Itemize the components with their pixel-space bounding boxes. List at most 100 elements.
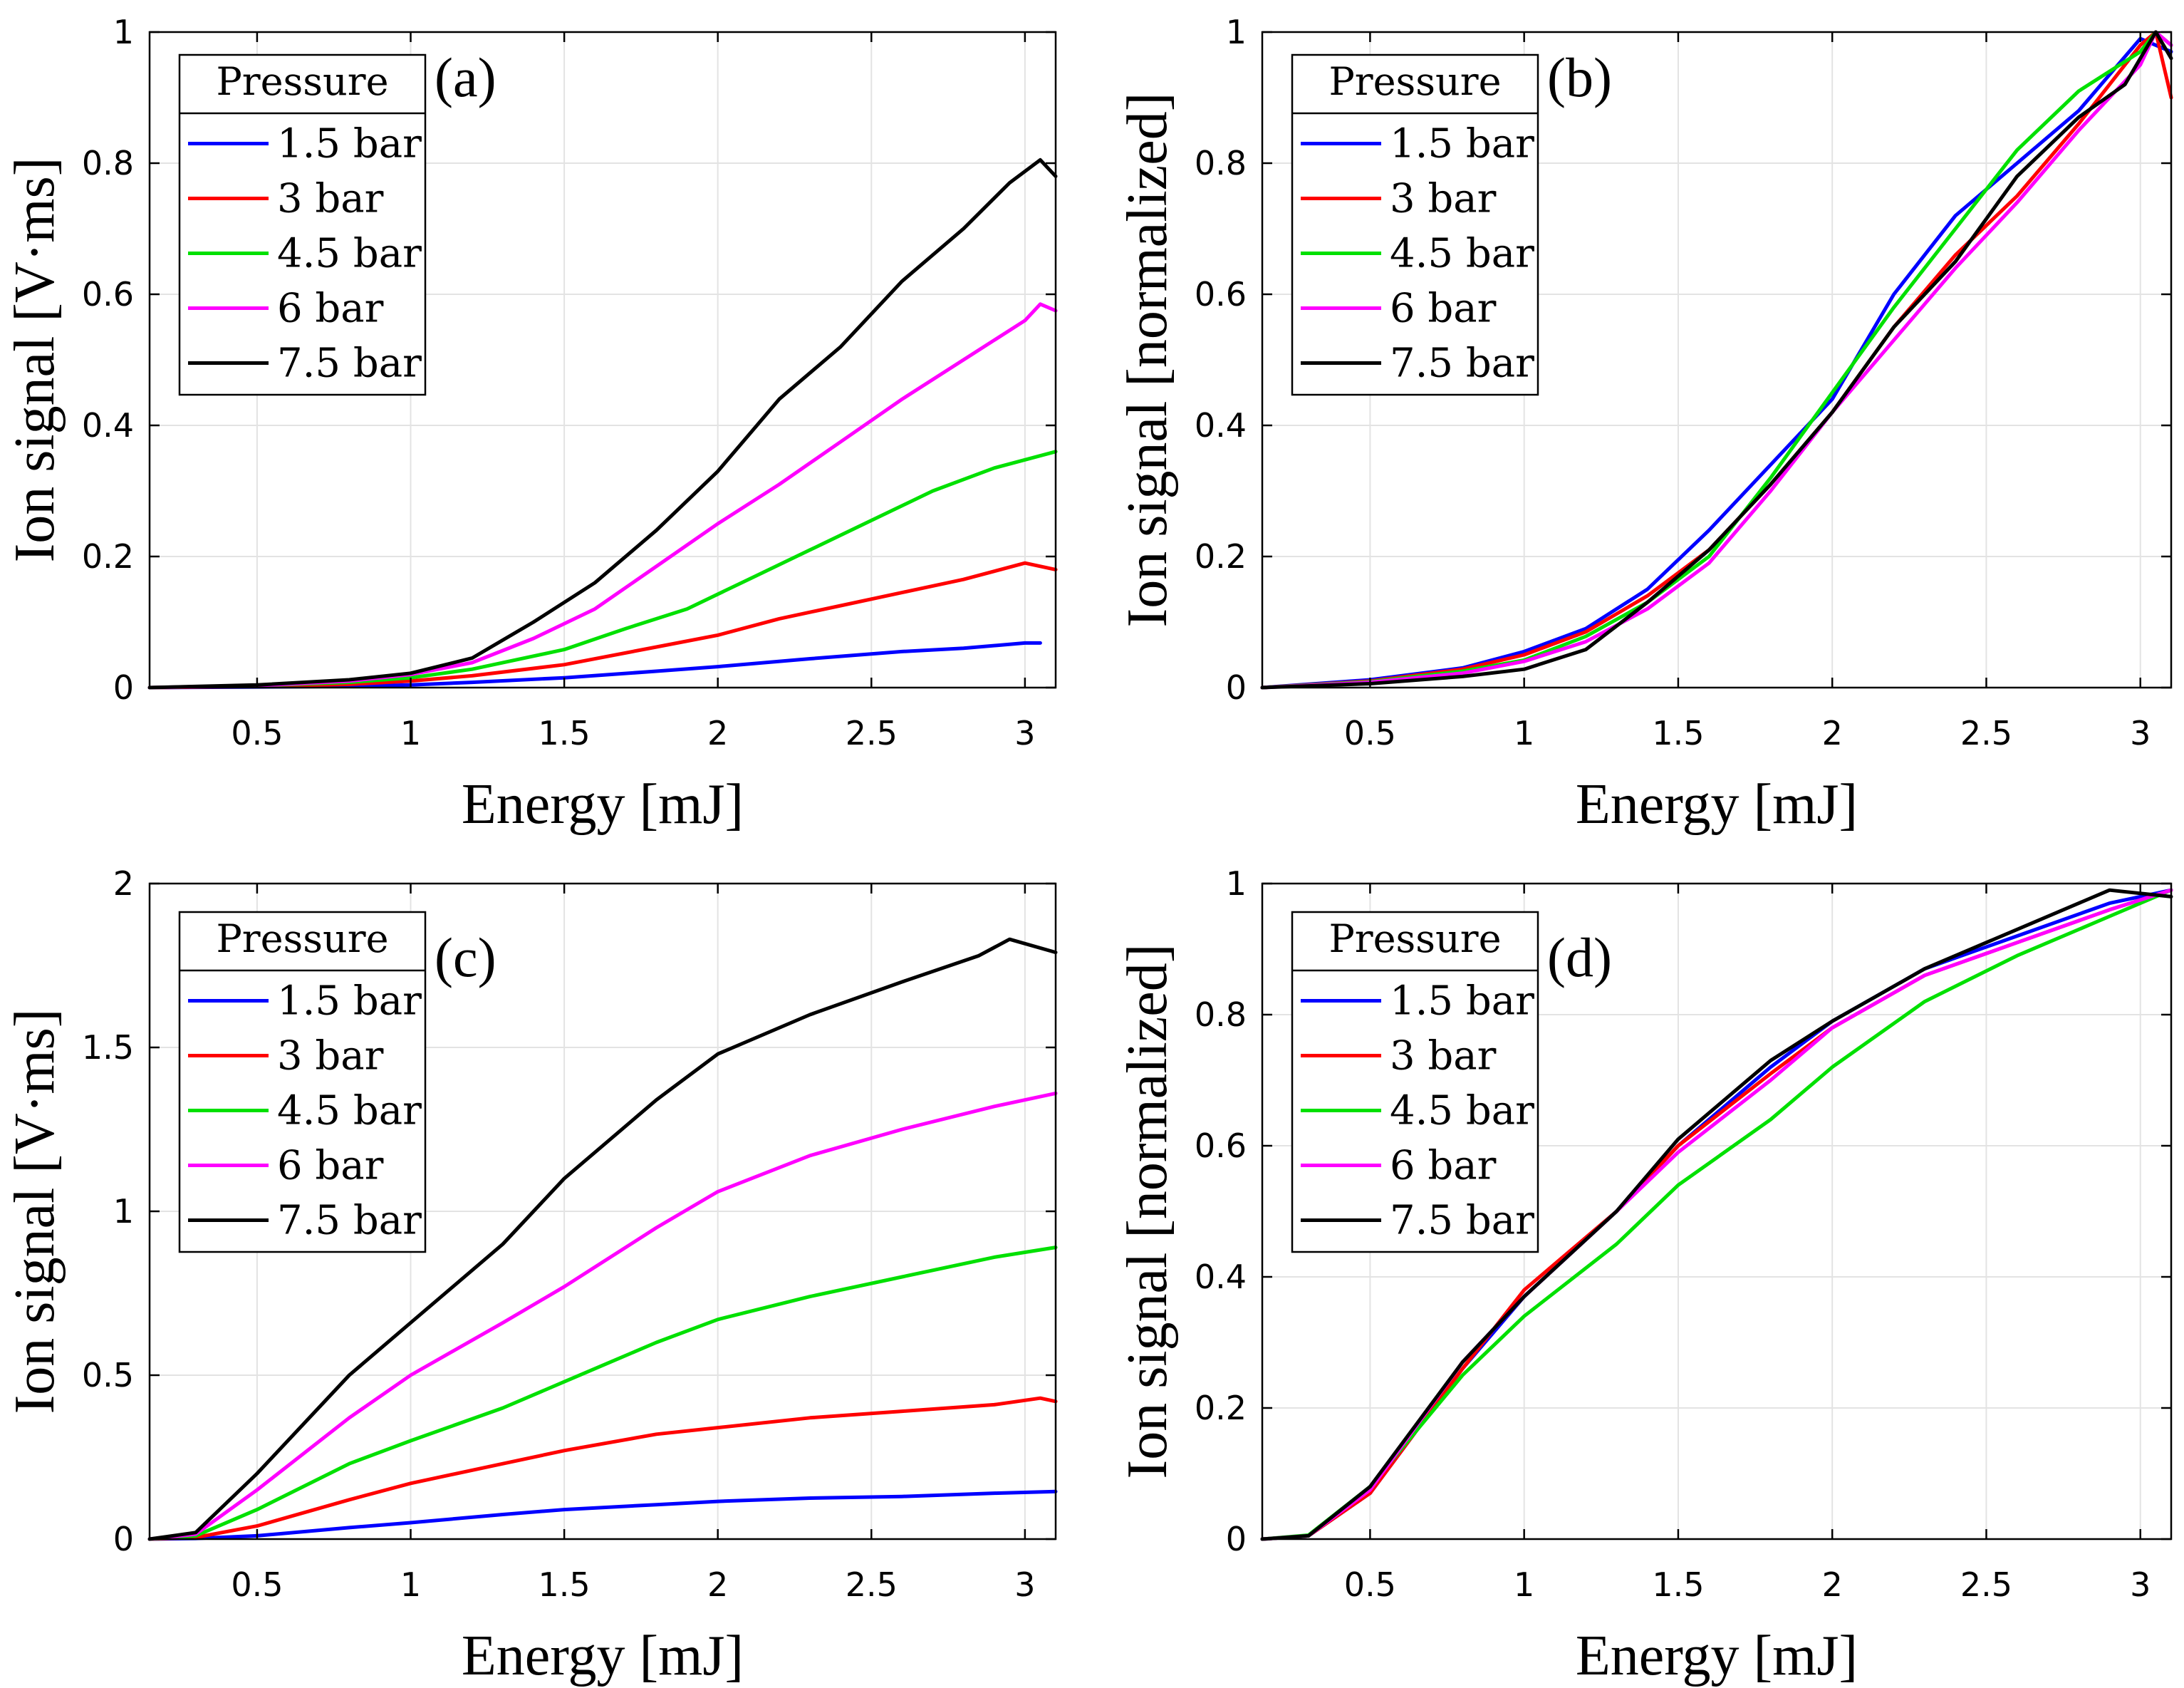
legend-entry: 6 bar [1390,286,1497,332]
y-tick-label: 1 [113,13,134,51]
y-tick-label: 0.2 [82,537,134,576]
legend-entry: 1.5 bar [1390,121,1534,167]
x-tick-label: 2.5 [1960,714,2012,752]
x-tick-label: 2.5 [846,714,898,752]
legend: Pressure 1.5 bar 3 bar 4.5 bar 6 bar 7.5 bar [1291,911,1539,1253]
axes-box [1261,31,2173,689]
y-tick-label: 0.8 [82,144,134,182]
y-tick-label: 1 [1226,13,1247,51]
x-tick-label: 3 [1014,1565,1035,1604]
axes-box [1261,882,2173,1541]
x-tick-label: 1 [400,1565,421,1604]
y-tick-label: 0.2 [1195,537,1247,576]
legend-box [1291,53,1539,396]
y-tick-label: 0 [113,1520,134,1558]
y-axis-title: Ion signal [normalized] [1116,93,1179,628]
legend: Pressure 1.5 bar 3 bar 4.5 bar 6 bar 7.5 bar [1291,53,1539,396]
legend-entry: 6 bar [277,286,384,332]
legend: Pressure 1.5 bar 3 bar 4.5 bar 6 bar 7.5 bar [178,911,427,1253]
y-tick-label: 0 [1226,668,1247,707]
series-line-6-bar [1260,888,2173,1541]
series-line-7-5-bar [147,157,1058,690]
x-tick-label: 3 [2130,1565,2151,1604]
y-tick-label: 1.5 [82,1028,134,1067]
y-tick-label: 0 [1226,1520,1247,1558]
panel-d: 0.5 1 1.5 2 2.5 3 0 0.2 0.4 0.6 0.8 1 Energy [mJ] Ion… [1116,864,2173,1687]
y-axis-title: Ion signal [V·ms] [4,157,66,563]
x-tick-label: 2 [707,714,728,752]
series-line-3-bar [147,561,1058,690]
panel-label: (b) [1547,46,1612,108]
x-axis-title: Energy [mJ] [462,773,744,836]
legend-entry: 6 bar [277,1143,384,1189]
y-axis-title: Ion signal [V·ms] [4,1009,66,1414]
x-tick-label: 0.5 [1344,714,1396,752]
panel-label: (d) [1547,926,1612,988]
legend-entry: 3 bar [277,176,384,222]
legend-title: Pressure [216,59,388,104]
x-tick-label: 2.5 [846,1565,898,1604]
y-tick-label: 1 [113,1192,134,1231]
y-tick-label: 0.6 [1195,275,1247,314]
legend-entry: 4.5 bar [277,231,422,277]
legend: Pressure 1.5 bar 3 bar 4.5 bar 6 bar 7.5 bar [178,53,427,396]
y-tick-label: 0.6 [1195,1127,1247,1165]
series-line-4-5-bar [147,1246,1058,1541]
y-tick-label: 0.4 [1195,406,1247,445]
panel-label: (a) [435,46,496,108]
x-axis-title: Energy [mJ] [462,1625,744,1687]
panel-label: (c) [435,926,496,988]
legend-box [1291,911,1539,1253]
legend-entry: 6 bar [1390,1143,1497,1189]
legend-entry: 1.5 bar [277,978,422,1025]
legend-entry: 3 bar [277,1033,384,1079]
y-tick-label: 0.6 [82,275,134,314]
x-axis-title: Energy [mJ] [1576,773,1858,836]
series-line-1-5-bar [1260,36,2173,690]
panel-b: 0.5 1 1.5 2 2.5 3 0 0.2 0.4 0.6 0.8 1 Energy [mJ] Ion… [1116,13,2173,836]
y-tick-label: 0.8 [1195,144,1247,182]
y-tick-label: 1 [1226,864,1247,903]
y-tick-label: 0.4 [1195,1258,1247,1296]
legend-entry: 7.5 bar [1390,341,1534,387]
x-tick-label: 0.5 [231,714,283,752]
y-tick-label: 0.5 [82,1356,134,1394]
y-tick-label: 2 [113,864,134,903]
legend-box [178,911,427,1253]
x-tick-label: 0.5 [231,1565,283,1604]
y-tick-label: 0 [113,668,134,707]
legend-entry: 7.5 bar [277,341,422,387]
x-tick-label: 1.5 [1652,1565,1704,1604]
series-line-7-5-bar [1260,888,2173,1541]
x-tick-label: 1.5 [539,1565,591,1604]
x-tick-label: 0.5 [1344,1565,1396,1604]
legend-entry: 1.5 bar [1390,978,1534,1025]
series-line-3-bar [147,1396,1058,1541]
x-tick-label: 2.5 [1960,1565,2012,1604]
x-tick-label: 1 [400,714,421,752]
legend-entry: 7.5 bar [1390,1198,1534,1244]
legend-entry: 4.5 bar [277,1088,422,1134]
legend-entry: 3 bar [1390,1033,1497,1079]
legend-entry: 3 bar [1390,176,1497,222]
x-tick-label: 2 [1822,1565,1843,1604]
legend-entry: 7.5 bar [277,1198,422,1244]
x-tick-label: 1 [1514,1565,1534,1604]
legend-title: Pressure [1328,59,1501,104]
x-tick-label: 3 [2130,714,2151,752]
series-line-7-5-bar [147,937,1058,1541]
y-tick-label: 0.4 [82,406,134,445]
x-axis-title: Energy [mJ] [1576,1625,1858,1687]
y-axis-title: Ion signal [normalized] [1116,944,1179,1479]
series-line-7-5-bar [1260,30,2173,690]
y-tick-label: 0.2 [1195,1389,1247,1427]
panel-c: 0.5 1 1.5 2 2.5 3 0 0.5 1 1.5 2 Energy [mJ] Ion sign… [4,864,1058,1687]
legend-entry: 1.5 bar [277,121,422,167]
x-tick-label: 3 [1014,714,1035,752]
x-tick-label: 1.5 [1652,714,1704,752]
legend-title: Pressure [1328,916,1501,961]
axes-box [148,31,1057,689]
legend-title: Pressure [216,916,388,961]
panel-a: 0.5 1 1.5 2 2.5 3 0 0.2 0.4 0.6 0.8 1 Energy [mJ] Ion… [4,13,1058,836]
